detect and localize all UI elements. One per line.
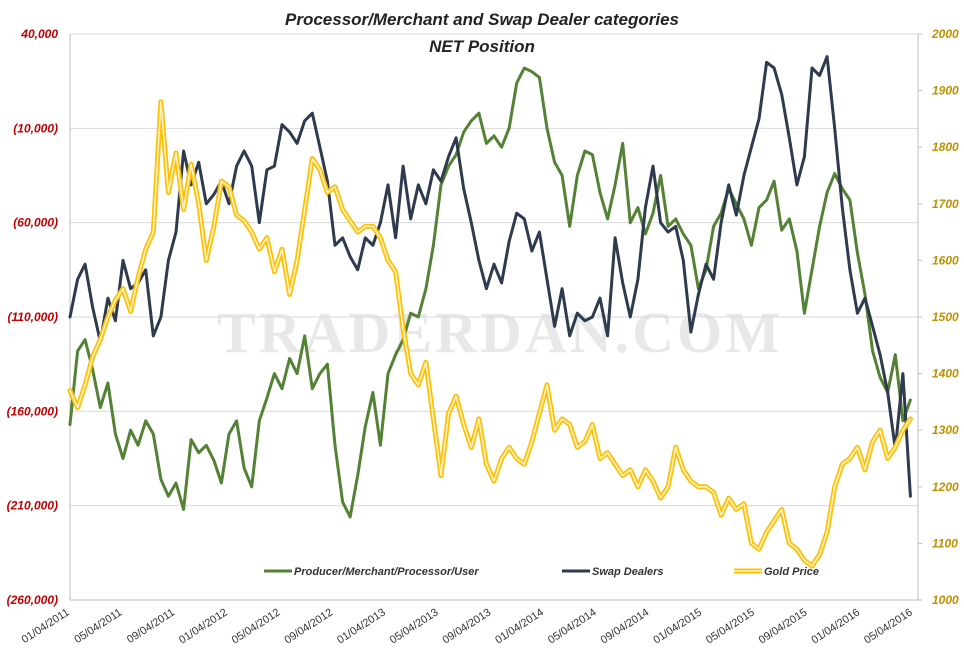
x-tick-label: 09/04/2014 [599,606,652,646]
x-tick-label: 05/04/2016 [862,606,915,646]
x-tick-label: 09/04/2012 [282,606,335,646]
y-left-tick-label: (10,000) [13,121,58,135]
y-right-tick-label: 1600 [932,253,959,267]
y-right-tick-label: 1200 [932,480,959,494]
x-tick-label: 09/04/2013 [441,606,494,646]
y-left-tick-label: (110,000) [8,310,58,324]
watermark: TRADERDAN.COM [217,300,783,365]
x-tick-label: 05/04/2014 [546,606,599,646]
x-tick-label: 01/04/2012 [177,606,230,646]
y-left-tick-label: (210,000) [7,499,58,513]
x-tick-label: 05/04/2011 [72,606,124,646]
x-tick-label: 05/04/2013 [388,606,441,646]
series-line-swap-dealers [68,55,912,498]
x-tick-label: 05/04/2015 [704,606,757,646]
y-right-tick-label: 1000 [932,593,959,607]
y-left-tick-label: (260,000) [7,593,58,607]
y-right-tick-label: 1300 [932,423,959,437]
x-tick-label: 01/04/2014 [493,606,546,646]
y-left-tick-label: 40,000 [20,27,58,41]
chart-title: Processor/Merchant and Swap Dealer categ… [285,10,679,29]
gridlines [70,33,918,601]
x-tick-label: 01/04/2011 [20,606,72,646]
y-left-tick-label: (160,000) [7,404,58,418]
x-tick-label: 09/04/2011 [125,606,177,646]
y-right-tick-label: 1800 [932,140,959,154]
y-right-tick-label: 1100 [932,536,958,550]
series-line-gold-price-inner [69,101,912,567]
x-tick-label: 01/04/2015 [651,606,704,646]
x-tick-label: 01/04/2016 [809,606,862,646]
y-right-tick-label: 1700 [932,197,959,211]
y-right-tick-label: 1500 [932,310,959,324]
legend-label: Gold Price [764,566,819,578]
legend-label: Producer/Merchant/Processor/User [294,566,479,578]
y-right-tick-label: 2000 [931,27,959,41]
legend: Producer/Merchant/Processor/User Swap Dea… [264,566,819,578]
x-tick-label: 09/04/2015 [757,606,810,646]
y-right-tick-label: 1400 [932,367,959,381]
chart-subtitle: NET Position [429,37,535,56]
x-tick-label: 01/04/2013 [335,606,388,646]
legend-label: Swap Dealers [592,566,664,578]
y-right-tick-label: 1900 [932,84,959,98]
y-left-tick-label: (60,000) [13,216,58,230]
series-line-producer-merchant [68,66,912,519]
series-lines [67,55,913,569]
x-tick-label: 05/04/2012 [230,606,283,646]
